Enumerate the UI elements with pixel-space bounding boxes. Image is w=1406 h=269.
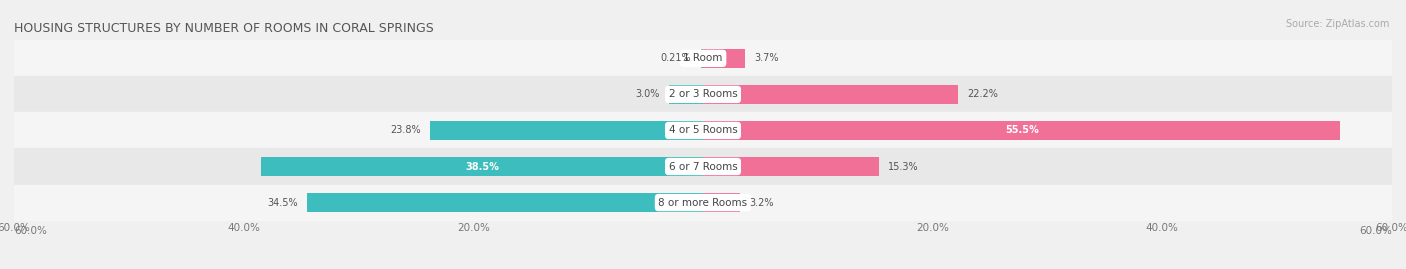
Text: 0.21%: 0.21% [661, 53, 692, 63]
Text: 6 or 7 Rooms: 6 or 7 Rooms [669, 161, 737, 172]
Text: 3.7%: 3.7% [755, 53, 779, 63]
Text: 34.5%: 34.5% [267, 197, 298, 208]
Bar [703, 85, 957, 104]
Bar [14, 40, 1392, 76]
Text: 2 or 3 Rooms: 2 or 3 Rooms [669, 89, 737, 100]
Bar [14, 185, 1392, 221]
Bar [14, 112, 1392, 148]
Bar [262, 157, 703, 176]
Bar [430, 121, 703, 140]
Text: 3.0%: 3.0% [636, 89, 659, 100]
Text: Source: ZipAtlas.com: Source: ZipAtlas.com [1285, 19, 1389, 29]
Text: 60.0%: 60.0% [1360, 226, 1392, 236]
Bar [14, 148, 1392, 185]
Bar [703, 157, 879, 176]
Bar [703, 193, 740, 212]
Bar [703, 49, 745, 68]
Bar [307, 193, 703, 212]
Text: 8 or more Rooms: 8 or more Rooms [658, 197, 748, 208]
Text: 4 or 5 Rooms: 4 or 5 Rooms [669, 125, 737, 136]
Bar [14, 76, 1392, 112]
Text: 1 Room: 1 Room [683, 53, 723, 63]
Text: 55.5%: 55.5% [1005, 125, 1039, 136]
Bar [703, 121, 1340, 140]
Bar [700, 49, 703, 68]
Text: 60.0%: 60.0% [14, 226, 46, 236]
Bar [669, 85, 703, 104]
Text: 22.2%: 22.2% [967, 89, 998, 100]
Text: HOUSING STRUCTURES BY NUMBER OF ROOMS IN CORAL SPRINGS: HOUSING STRUCTURES BY NUMBER OF ROOMS IN… [14, 22, 434, 35]
Text: 38.5%: 38.5% [465, 161, 499, 172]
Text: 15.3%: 15.3% [887, 161, 918, 172]
Text: 23.8%: 23.8% [389, 125, 420, 136]
Text: 3.2%: 3.2% [749, 197, 773, 208]
